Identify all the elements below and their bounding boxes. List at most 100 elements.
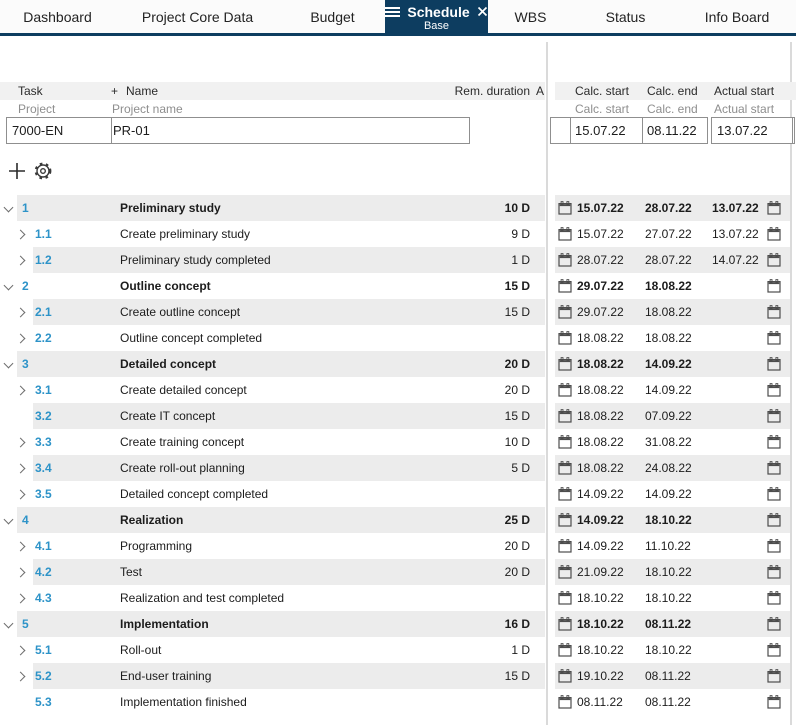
task-dates-row-4.3[interactable]: 18.10.22 18.10.22 <box>555 585 790 611</box>
task-number[interactable]: 3.4 <box>35 461 52 475</box>
task-name[interactable]: Create IT concept <box>120 409 216 423</box>
calendar-icon[interactable] <box>558 695 572 709</box>
task-name[interactable]: Create training concept <box>120 435 245 449</box>
col-task[interactable]: Task <box>18 84 43 98</box>
task-name[interactable]: Roll-out <box>120 643 162 657</box>
calc-start-cell[interactable]: 18.08.22 <box>577 357 624 371</box>
calc-start-cell[interactable]: 18.08.22 <box>577 435 624 449</box>
calendar-icon[interactable] <box>558 435 572 449</box>
task-name[interactable]: Realization <box>120 513 184 527</box>
calc-start-cell[interactable]: 14.09.22 <box>577 539 624 553</box>
calc-start-cell[interactable]: 18.10.22 <box>577 643 624 657</box>
col-calc-end[interactable]: Calc. end <box>647 84 698 98</box>
calc-start-cell[interactable]: 21.09.22 <box>577 565 624 579</box>
calendar-icon[interactable] <box>558 305 572 319</box>
task-rem-duration[interactable]: 15 D <box>504 409 530 423</box>
task-name[interactable]: Implementation <box>120 617 209 631</box>
task-row-5.1[interactable]: 5.1 Roll-out 1 D <box>0 637 545 663</box>
calc-end-cell[interactable]: 24.08.22 <box>645 461 692 475</box>
calc-end-cell[interactable]: 18.08.22 <box>645 305 692 319</box>
task-rem-duration[interactable]: 16 D <box>504 617 530 631</box>
calendar-icon[interactable] <box>767 409 781 423</box>
calc-start-cell[interactable]: 18.10.22 <box>577 591 624 605</box>
task-dates-row-4[interactable]: 14.09.22 18.10.22 <box>555 507 790 533</box>
task-name[interactable]: Create roll-out planning <box>120 461 245 475</box>
collapse-icon[interactable] <box>3 280 14 291</box>
task-row-2[interactable]: 2 Outline concept 15 D <box>0 273 545 299</box>
task-rem-duration[interactable]: 20 D <box>504 565 530 579</box>
tab-info-board[interactable]: Info Board <box>678 0 796 33</box>
calendar-icon[interactable] <box>767 643 781 657</box>
calc-start-cell[interactable]: 29.07.22 <box>577 305 624 319</box>
task-number[interactable]: 3.5 <box>35 487 52 501</box>
calc-start-cell[interactable]: 18.08.22 <box>577 409 624 423</box>
calc-end-cell[interactable]: 08.11.22 <box>645 695 691 709</box>
task-row-2.1[interactable]: 2.1 Create outline concept 15 D <box>0 299 545 325</box>
task-row-4.3[interactable]: 4.3 Realization and test completed <box>0 585 545 611</box>
task-dates-row-3[interactable]: 18.08.22 14.09.22 <box>555 351 790 377</box>
calendar-icon[interactable] <box>558 487 572 501</box>
menu-icon[interactable] <box>385 7 401 17</box>
task-number[interactable]: 1 <box>22 201 29 215</box>
task-rem-duration[interactable]: 5 D <box>511 461 530 475</box>
task-name[interactable]: Implementation finished <box>120 695 247 709</box>
tab-status[interactable]: Status <box>573 0 678 33</box>
task-row-4[interactable]: 4 Realization 25 D <box>0 507 545 533</box>
tab-wbs[interactable]: WBS <box>488 0 573 33</box>
task-rem-duration[interactable]: 20 D <box>504 383 530 397</box>
calendar-icon[interactable] <box>767 279 781 293</box>
task-row-1[interactable]: 1 Preliminary study 10 D <box>0 195 545 221</box>
task-rem-duration[interactable]: 20 D <box>504 539 530 553</box>
col-calc-start[interactable]: Calc. start <box>575 84 630 98</box>
task-name[interactable]: Preliminary study completed <box>120 253 271 267</box>
expand-icon[interactable] <box>15 229 26 240</box>
calc-end-cell[interactable]: 08.11.22 <box>645 617 692 631</box>
tab-schedule[interactable]: Schedule Base <box>385 0 488 36</box>
project-actual-start-input[interactable]: 13.07.22 <box>711 117 795 144</box>
task-dates-row-2.2[interactable]: 18.08.22 18.08.22 <box>555 325 790 351</box>
calendar-icon[interactable] <box>558 227 572 241</box>
calendar-icon[interactable] <box>558 383 572 397</box>
task-dates-row-3.5[interactable]: 14.09.22 14.09.22 <box>555 481 790 507</box>
calc-start-cell[interactable]: 14.09.22 <box>577 487 624 501</box>
calendar-icon[interactable] <box>553 123 567 137</box>
expand-icon[interactable] <box>15 255 26 266</box>
calendar-icon[interactable] <box>767 565 781 579</box>
task-row-5.2[interactable]: 5.2 End-user training 15 D <box>0 663 545 689</box>
calc-end-cell[interactable]: 31.08.22 <box>645 435 692 449</box>
tab-budget[interactable]: Budget <box>280 0 385 33</box>
task-number[interactable]: 3.1 <box>35 383 52 397</box>
calc-start-cell[interactable]: 18.08.22 <box>577 383 624 397</box>
task-name[interactable]: Create preliminary study <box>120 227 251 241</box>
calc-start-cell[interactable]: 15.07.22 <box>577 227 624 241</box>
expand-icon[interactable] <box>15 307 26 318</box>
task-name[interactable]: Outline concept completed <box>120 331 263 345</box>
task-dates-row-3.2[interactable]: 18.08.22 07.09.22 <box>555 403 790 429</box>
task-dates-row-2[interactable]: 29.07.22 18.08.22 <box>555 273 790 299</box>
calendar-icon[interactable] <box>558 617 572 631</box>
calendar-icon[interactable] <box>767 305 781 319</box>
task-name[interactable]: End-user training <box>120 669 212 683</box>
task-number[interactable]: 1.2 <box>35 253 52 267</box>
task-rem-duration[interactable]: 20 D <box>504 357 530 371</box>
collapse-icon[interactable] <box>3 358 14 369</box>
calendar-icon[interactable] <box>767 227 781 241</box>
task-rem-duration[interactable]: 15 D <box>504 279 530 293</box>
task-dates-row-5.3[interactable]: 08.11.22 08.11.22 <box>555 689 790 715</box>
task-number[interactable]: 4.3 <box>35 591 52 605</box>
task-number[interactable]: 5.1 <box>35 643 52 657</box>
task-name[interactable]: Create outline concept <box>120 305 241 319</box>
actual-start-cell[interactable]: 14.07.22 <box>712 253 759 267</box>
task-name[interactable]: Detailed concept completed <box>120 487 269 501</box>
calendar-icon[interactable] <box>558 539 572 553</box>
calc-end-cell[interactable]: 18.10.22 <box>645 565 692 579</box>
task-name[interactable]: Programming <box>120 539 193 553</box>
task-rem-duration[interactable]: 15 D <box>504 669 530 683</box>
calendar-icon[interactable] <box>558 513 572 527</box>
calc-end-cell[interactable]: 28.07.22 <box>645 201 692 215</box>
task-rem-duration[interactable]: 9 D <box>511 227 530 241</box>
calc-start-cell[interactable]: 18.08.22 <box>577 461 624 475</box>
collapse-icon[interactable] <box>3 618 14 629</box>
task-dates-row-1.1[interactable]: 15.07.22 27.07.22 13.07.22 <box>555 221 790 247</box>
calendar-icon[interactable] <box>558 331 572 345</box>
